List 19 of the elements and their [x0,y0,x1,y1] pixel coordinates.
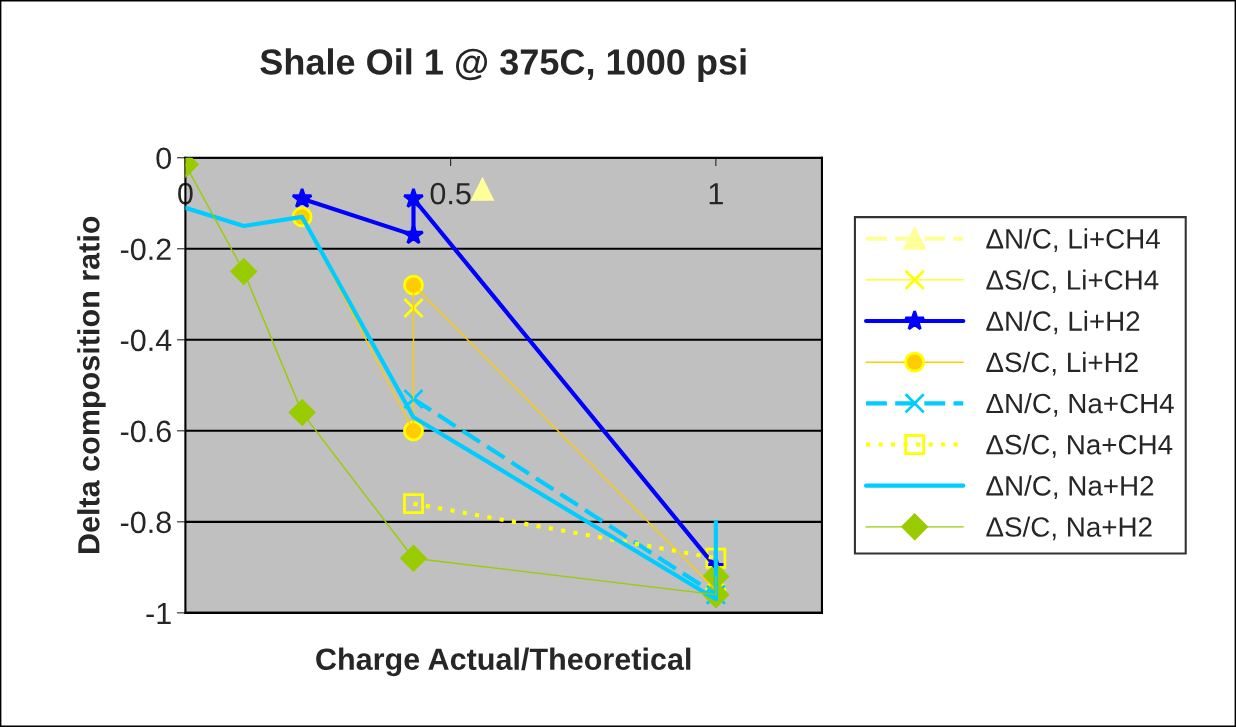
legend-label: ΔS/C, Na+CH4 [986,434,1173,458]
y-tick-label: -0.4 [120,329,172,352]
y-tick-label: 0 [156,147,172,170]
legend-label: ΔN/C, Na+H2 [986,475,1154,499]
legend-label: ΔS/C, Li+H2 [986,351,1138,376]
legend-label: ΔN/C, Li+H2 [986,310,1140,335]
legend-label: ΔN/C, Li+CH4 [986,228,1160,252]
x-tick-label: 1 [709,183,723,205]
chart-title: Shale Oil 1 @ 375C, 1000 psi [260,48,746,82]
x-axis-title: Charge Actual/Theoretical [316,647,691,677]
legend-label: ΔS/C, Li+CH4 [986,269,1159,294]
legend-label: ΔN/C, Na+CH4 [986,392,1174,417]
y-tick-label: -1 [146,602,171,624]
y-axis-title: Delta composition ratio [77,216,106,554]
x-tick-label: 0.5 [430,182,471,205]
legend-label: ΔS/C, Na+H2 [986,516,1152,541]
y-tick-label: -0.2 [120,238,171,261]
y-tick-label: -0.8 [120,511,171,534]
y-tick-label: -0.6 [120,420,171,443]
